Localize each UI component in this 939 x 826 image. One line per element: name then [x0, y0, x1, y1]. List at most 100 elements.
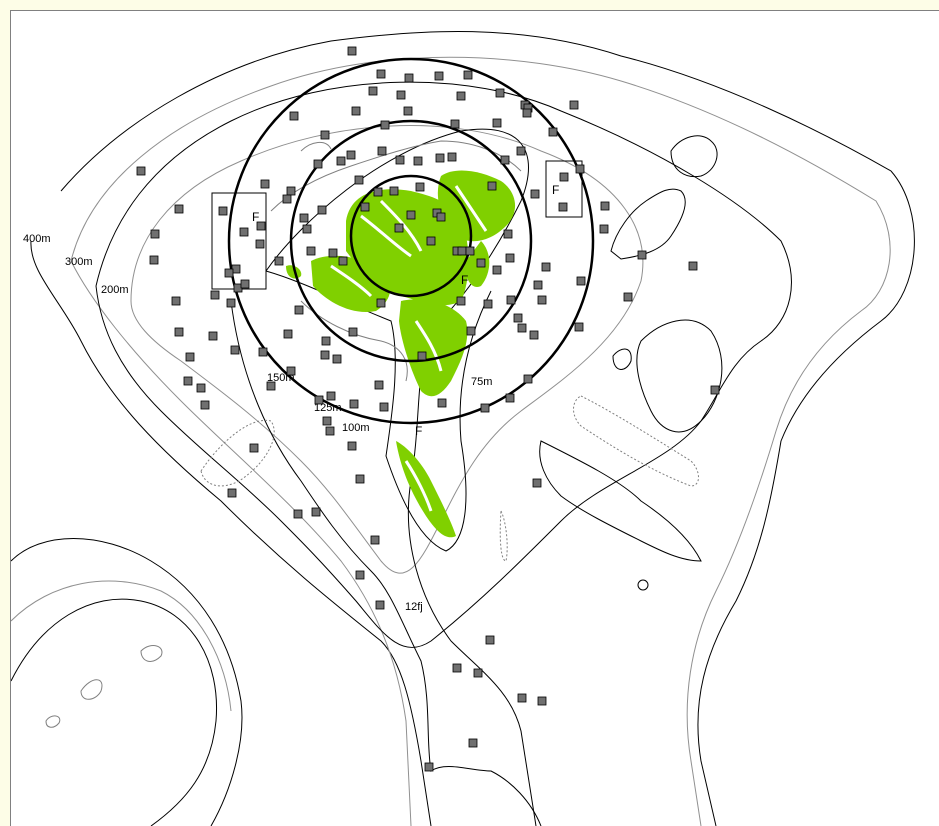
station-marker	[175, 328, 183, 336]
station-marker	[197, 384, 205, 392]
station-marker	[530, 331, 538, 339]
station-marker	[484, 300, 492, 308]
station-marker	[506, 254, 514, 262]
station-marker	[493, 266, 501, 274]
station-marker	[322, 337, 330, 345]
station-marker	[227, 299, 235, 307]
depth-label-12fj: 12fj	[405, 601, 423, 613]
station-marker	[377, 70, 385, 78]
station-marker	[283, 195, 291, 203]
station-marker	[453, 664, 461, 672]
zone-marker-west: F	[252, 210, 259, 224]
depth-label-150m: 150m	[267, 372, 295, 384]
station-marker	[523, 109, 531, 117]
station-marker	[284, 330, 292, 338]
station-marker	[538, 697, 546, 705]
station-marker	[488, 182, 496, 190]
station-marker	[407, 211, 415, 219]
station-marker	[307, 247, 315, 255]
station-marker	[350, 400, 358, 408]
station-marker	[486, 636, 494, 644]
depth-label-400m: 400m	[23, 233, 51, 245]
station-marker	[518, 694, 526, 702]
station-marker	[524, 375, 532, 383]
station-marker	[339, 257, 347, 265]
station-marker	[560, 173, 568, 181]
station-marker	[374, 188, 382, 196]
station-marker	[457, 297, 465, 305]
station-marker	[533, 479, 541, 487]
station-marker	[549, 128, 557, 136]
station-marker	[303, 225, 311, 233]
station-marker	[514, 314, 522, 322]
station-marker	[577, 277, 585, 285]
station-marker	[201, 401, 209, 409]
station-marker	[414, 157, 422, 165]
station-marker	[493, 119, 501, 127]
station-marker	[369, 87, 377, 95]
station-marker	[290, 112, 298, 120]
station-marker	[506, 394, 514, 402]
station-marker	[378, 147, 386, 155]
depth-label-125m: 125m	[314, 402, 342, 414]
station-marker	[380, 403, 388, 411]
station-marker	[438, 399, 446, 407]
station-marker	[576, 165, 584, 173]
station-marker	[711, 386, 719, 394]
station-marker	[375, 381, 383, 389]
bathymetric-map: 400m 300m 200m 150m 125m 100m 75m 12fj F…	[10, 10, 939, 826]
station-marker	[349, 328, 357, 336]
station-marker	[294, 510, 302, 518]
station-marker	[504, 230, 512, 238]
station-marker	[451, 120, 459, 128]
zone-marker-center: F	[461, 273, 468, 287]
station-marker	[219, 207, 227, 215]
station-marker	[542, 263, 550, 271]
station-marker	[436, 154, 444, 162]
station-marker	[137, 167, 145, 175]
station-marker	[404, 107, 412, 115]
station-marker	[172, 297, 180, 305]
station-marker	[624, 293, 632, 301]
station-marker	[466, 247, 474, 255]
station-marker	[517, 147, 525, 155]
station-marker	[376, 601, 384, 609]
station-marker	[231, 346, 239, 354]
station-marker	[377, 299, 385, 307]
station-marker	[425, 763, 433, 771]
station-marker	[151, 230, 159, 238]
station-marker	[458, 247, 466, 255]
station-marker	[329, 249, 337, 257]
station-marker	[327, 392, 335, 400]
station-marker	[538, 296, 546, 304]
station-marker	[314, 160, 322, 168]
station-marker	[355, 176, 363, 184]
station-marker	[150, 256, 158, 264]
station-marker	[474, 669, 482, 677]
station-marker	[396, 156, 404, 164]
station-marker	[390, 187, 398, 195]
station-marker	[321, 131, 329, 139]
station-marker	[186, 353, 194, 361]
station-marker	[638, 251, 646, 259]
station-marker	[501, 156, 509, 164]
station-marker	[259, 348, 267, 356]
station-marker	[240, 228, 248, 236]
station-marker	[405, 74, 413, 82]
station-marker	[477, 259, 485, 267]
station-marker	[348, 47, 356, 55]
station-marker	[467, 327, 475, 335]
station-marker	[261, 180, 269, 188]
depth-label-300m: 300m	[65, 256, 93, 268]
station-marker	[250, 444, 258, 452]
station-marker	[352, 107, 360, 115]
station-marker	[321, 351, 329, 359]
station-marker	[531, 190, 539, 198]
station-marker	[575, 323, 583, 331]
station-marker	[348, 442, 356, 450]
station-marker	[435, 72, 443, 80]
station-marker	[347, 151, 355, 159]
station-marker	[395, 224, 403, 232]
station-marker	[518, 324, 526, 332]
